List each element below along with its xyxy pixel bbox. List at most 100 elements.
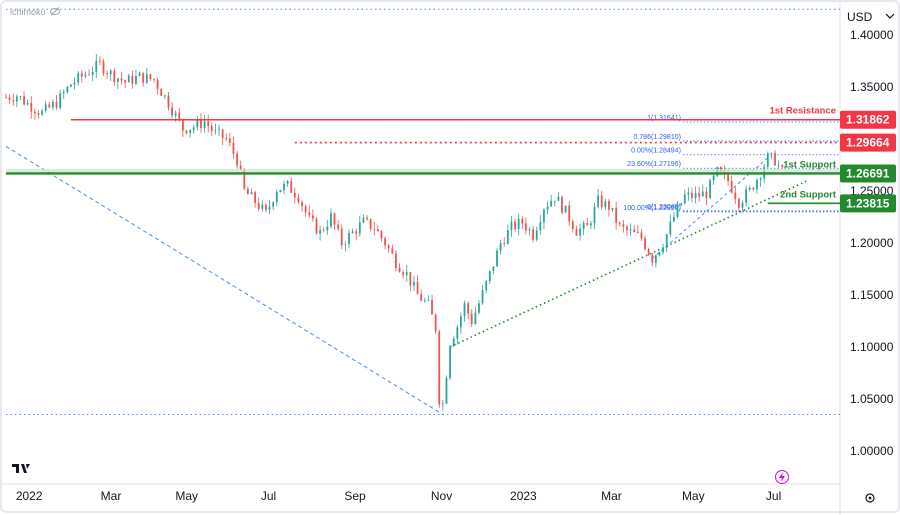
candle-body [640, 232, 643, 239]
candle-body [449, 346, 451, 379]
candle-body [26, 103, 29, 105]
candle-body [153, 79, 155, 81]
candle-body [301, 202, 303, 207]
candle-body [496, 250, 498, 267]
candle-body [142, 72, 145, 83]
candle-body [113, 70, 116, 82]
candle-body [427, 299, 430, 301]
candle-body [485, 281, 488, 291]
candle-body [362, 217, 365, 223]
candle-body [384, 238, 386, 246]
candle-body [200, 119, 202, 128]
candle-body [691, 192, 693, 199]
candle-body [8, 97, 11, 101]
candle-body [308, 212, 311, 216]
candle-body [532, 229, 535, 240]
candle-body [52, 101, 54, 108]
candle-body [15, 96, 18, 102]
candle-body [535, 230, 538, 240]
candle-body [192, 127, 195, 130]
candle-body [102, 61, 105, 74]
candle-body [597, 195, 600, 207]
candle-body [163, 95, 166, 97]
candle-body [319, 229, 322, 234]
candle-body [182, 119, 184, 131]
price-badge [840, 110, 896, 129]
price-tick-label: 1.15000 [850, 288, 894, 302]
time-tick-label: 2022 [16, 489, 43, 503]
price-badge [840, 133, 896, 152]
candle-body [463, 303, 466, 317]
candle-body [337, 224, 340, 229]
level-label: 2nd Support [780, 189, 837, 200]
candle-body [456, 327, 459, 339]
candle-body [434, 314, 437, 332]
price-badge [840, 194, 896, 213]
candle-body [698, 193, 701, 197]
candle-body [236, 153, 238, 166]
candle-body [658, 252, 661, 256]
candle-body [225, 138, 228, 139]
candle-body [351, 231, 354, 234]
candle-body [366, 217, 368, 220]
candle-body [452, 338, 455, 347]
candle-body [196, 119, 199, 128]
candle-body [239, 165, 242, 170]
candle-body [673, 217, 675, 222]
fib-label: 1(1.31641) [647, 115, 681, 122]
candle-body [124, 80, 127, 83]
candle-body [423, 300, 426, 302]
price-tick-label: 1.40000 [850, 28, 894, 42]
candle-body [265, 204, 267, 210]
time-tick-label: Jul [261, 489, 276, 503]
candle-body [593, 206, 596, 224]
candle-body [304, 206, 307, 213]
candle-body [514, 221, 516, 230]
candle-body [521, 218, 524, 224]
candle-body [290, 180, 293, 193]
candle-body [70, 84, 72, 87]
candle-body [524, 223, 527, 231]
candle-body [488, 270, 491, 282]
candle-body [37, 113, 40, 115]
candle-body [741, 202, 744, 208]
candle-body [358, 222, 361, 234]
candle-body [398, 267, 401, 273]
candle-body [571, 221, 574, 230]
candle-body [326, 226, 329, 231]
candle-body [156, 80, 159, 89]
lightning-icon[interactable] [775, 470, 789, 484]
candle-body [30, 103, 33, 112]
candle-body [647, 249, 650, 255]
candle-body [246, 188, 249, 195]
candle-body [608, 201, 610, 210]
time-tick-label: May [682, 489, 705, 503]
candle-body [210, 126, 213, 131]
candle-body [218, 129, 220, 131]
candle-body [517, 218, 520, 230]
candle-body [12, 100, 15, 102]
candle-body [167, 95, 170, 108]
chevron-down-icon[interactable] [885, 13, 895, 19]
fib-label: 100.00%(1.22996) [623, 205, 681, 212]
candle-body [80, 73, 83, 77]
candle-body [369, 219, 372, 229]
candle-body [243, 169, 246, 189]
candle-body [575, 229, 578, 236]
candle-body [275, 192, 278, 203]
candle-body [561, 196, 563, 213]
candle-body [654, 255, 657, 263]
candle-body [683, 194, 686, 204]
time-tick-label: Mar [101, 489, 122, 503]
price-tick-label: 1.10000 [850, 340, 894, 354]
candle-body [106, 73, 108, 75]
candle-body [752, 187, 755, 190]
candle-body [676, 204, 679, 218]
candle-body [5, 97, 7, 99]
gear-icon[interactable] [865, 493, 875, 503]
currency-label: USD [847, 10, 873, 24]
candle-body [376, 229, 379, 232]
candle-body [391, 248, 394, 254]
eye-off-icon[interactable] [50, 7, 60, 16]
